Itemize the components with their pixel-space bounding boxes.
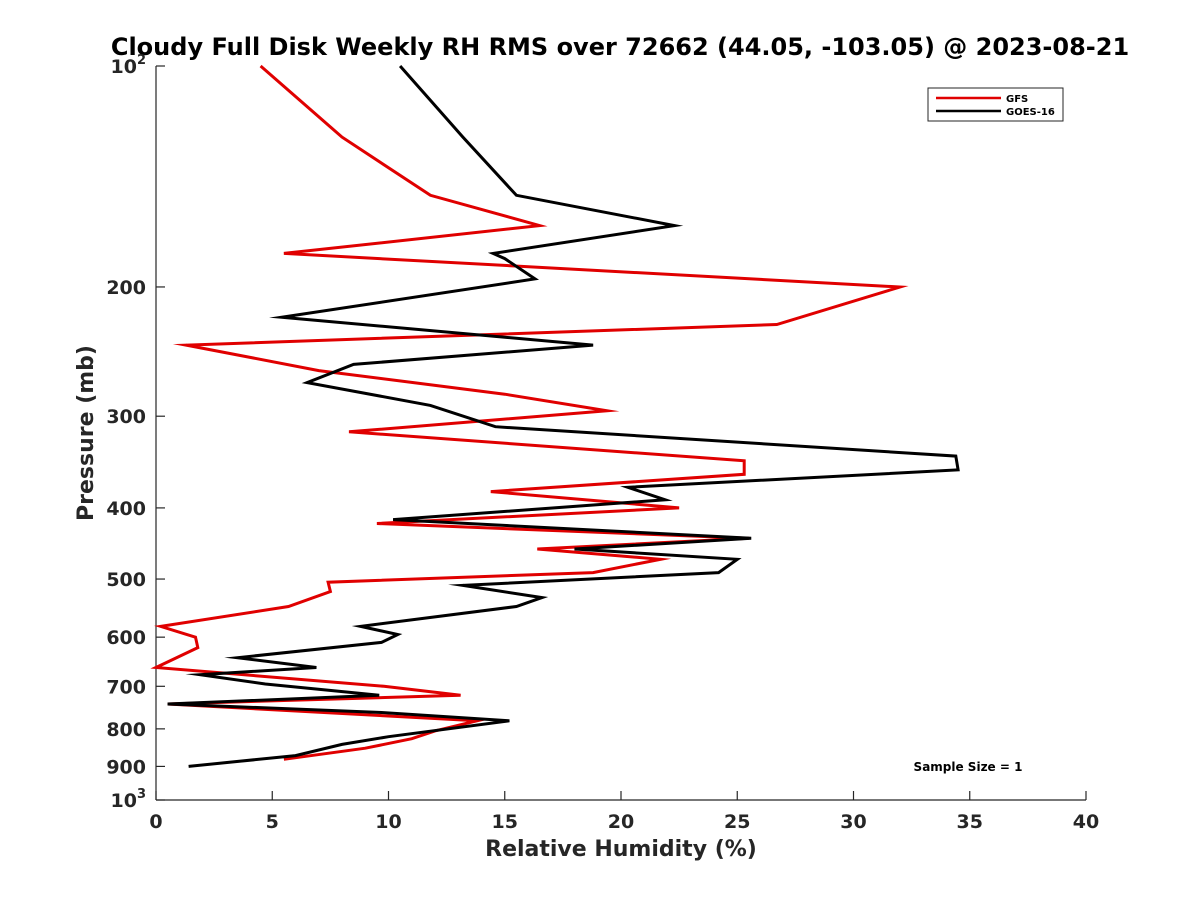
x-tick-label: 20 — [608, 811, 634, 833]
series-line-goes16 — [167, 65, 960, 768]
y-tick-base: 10 — [111, 790, 137, 812]
x-axis-ticks: 0 5 10 15 20 25 30 35 40 — [149, 791, 1099, 833]
y-tick-label: 700 — [106, 676, 146, 698]
series-layer — [150, 64, 960, 768]
x-tick-label: 0 — [149, 811, 162, 833]
x-tick-label: 35 — [957, 811, 983, 833]
y-tick-base: 600 — [106, 627, 146, 649]
x-axis-label: Relative Humidity (%) — [485, 837, 757, 862]
y-tick-label: 500 — [106, 569, 146, 591]
y-tick-label: 103 — [111, 787, 147, 812]
sample-size-annotation: Sample Size = 1 — [914, 760, 1023, 774]
legend: GFS GOES-16 — [927, 87, 1064, 122]
y-tick-label: 102 — [111, 53, 147, 78]
legend-label-gfs: GFS — [1006, 94, 1028, 105]
y-tick-base: 400 — [106, 498, 146, 520]
y-tick-label: 600 — [106, 627, 146, 649]
y-tick-base: 200 — [106, 277, 146, 299]
y-axis-label: Pressure (mb) — [74, 345, 99, 521]
x-tick-label: 25 — [724, 811, 750, 833]
legend-label-goes16: GOES-16 — [1006, 107, 1055, 118]
y-tick-base: 900 — [106, 756, 146, 778]
x-tick-label: 30 — [840, 811, 866, 833]
y-tick-base: 300 — [106, 406, 146, 428]
y-tick-label: 400 — [106, 498, 146, 520]
x-tick-label: 5 — [266, 811, 279, 833]
y-tick-label: 900 — [106, 756, 146, 778]
y-tick-exponent: 2 — [137, 53, 146, 68]
x-tick-label: 10 — [375, 811, 401, 833]
y-tick-label: 300 — [106, 406, 146, 428]
y-tick-base: 500 — [106, 569, 146, 591]
x-tick-label: 40 — [1073, 811, 1099, 833]
y-tick-base: 10 — [111, 56, 137, 78]
plot-area: 0 5 10 15 20 25 30 35 40 10220030040050060070080… — [106, 53, 1099, 833]
y-tick-base: 700 — [106, 676, 146, 698]
y-tick-label: 800 — [106, 719, 146, 741]
y-tick-base: 800 — [106, 719, 146, 741]
x-tick-label: 15 — [492, 811, 518, 833]
chart-title: Cloudy Full Disk Weekly RH RMS over 7266… — [111, 33, 1129, 61]
y-tick-label: 200 — [106, 277, 146, 299]
y-tick-exponent: 3 — [137, 787, 146, 802]
legend-box — [927, 87, 1064, 122]
